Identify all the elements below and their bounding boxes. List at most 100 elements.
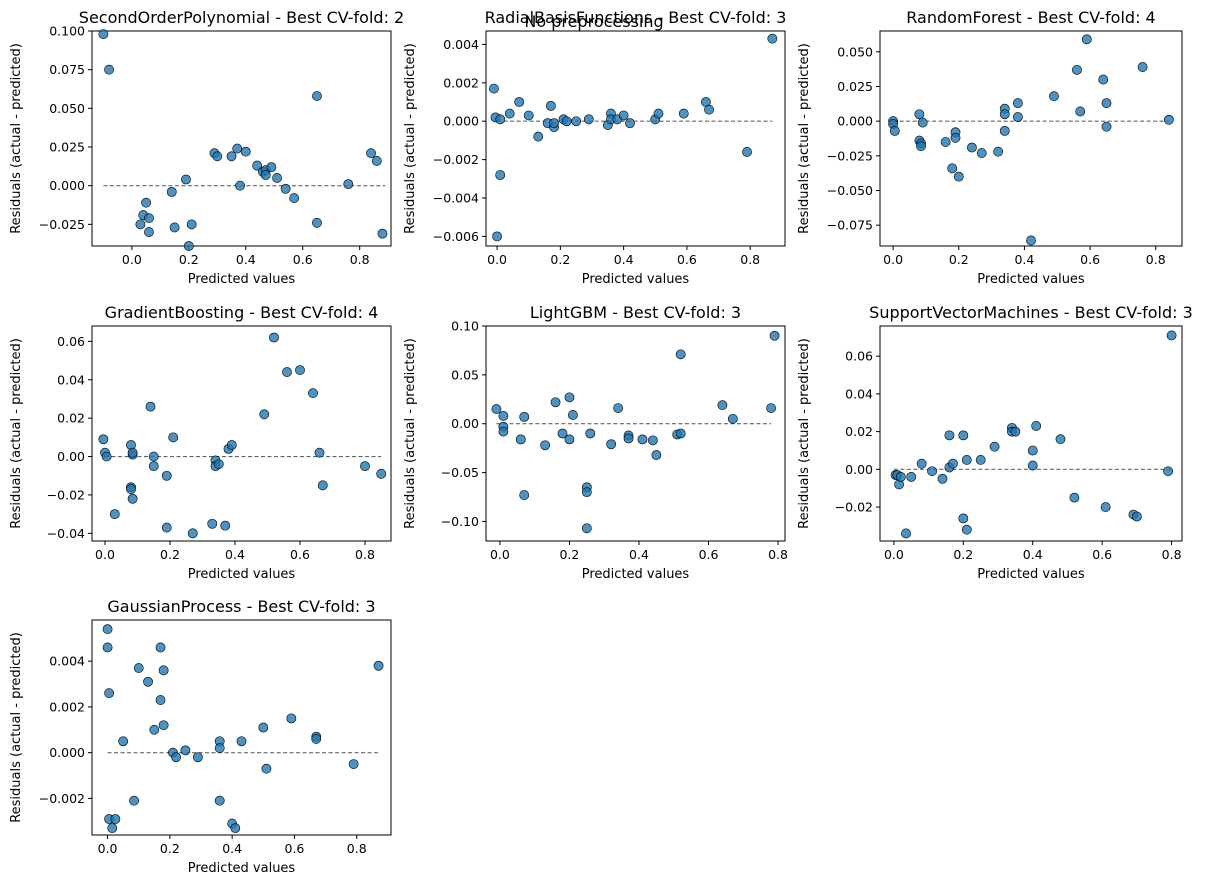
data-point bbox=[961, 524, 972, 535]
data-point bbox=[1075, 106, 1086, 117]
chart-panel-3: 0.0 0.2 0.4 0.6 0.8 −0.075 −0.050 −0.025 0.000 0.… bbox=[797, 8, 1183, 287]
data-point bbox=[373, 660, 384, 671]
data-point bbox=[144, 227, 154, 237]
data-point bbox=[519, 490, 530, 500]
y-tick-label: −0.05 bbox=[441, 465, 479, 480]
data-point bbox=[376, 468, 387, 479]
data-point bbox=[343, 179, 354, 190]
data-point bbox=[1163, 114, 1174, 125]
data-point bbox=[348, 759, 359, 769]
data-point bbox=[717, 400, 728, 411]
data-point bbox=[158, 665, 169, 676]
y-tick-label: 0.00 bbox=[845, 462, 873, 477]
data-point bbox=[166, 186, 177, 197]
x-tick-label: 0.6 bbox=[293, 252, 313, 267]
data-point bbox=[914, 109, 925, 120]
data-point bbox=[625, 118, 635, 129]
data-point bbox=[187, 528, 198, 539]
data-point bbox=[515, 434, 526, 445]
x-tick-label: 0.4 bbox=[1023, 547, 1043, 562]
data-point bbox=[149, 724, 160, 735]
x-tick-label: 0.6 bbox=[677, 252, 697, 267]
x-tick-label: 0.4 bbox=[225, 547, 245, 562]
data-point bbox=[104, 64, 114, 75]
x-tick-label: 0.6 bbox=[1092, 547, 1112, 562]
x-tick-label: 0.4 bbox=[236, 252, 256, 267]
data-point bbox=[1055, 434, 1066, 445]
axes-frame bbox=[485, 30, 786, 247]
y-axis-label: Residuals (actual - predicted) bbox=[403, 338, 418, 529]
data-point bbox=[145, 401, 156, 412]
data-point bbox=[266, 162, 277, 173]
data-point bbox=[613, 403, 624, 413]
data-point bbox=[564, 392, 575, 403]
data-point bbox=[944, 430, 955, 441]
y-tick-label: −0.10 bbox=[441, 514, 479, 529]
data-point bbox=[1010, 426, 1021, 437]
y-tick-label: 0.075 bbox=[49, 62, 85, 77]
data-point bbox=[314, 447, 325, 458]
y-tick-label: 0.002 bbox=[49, 699, 85, 714]
axes-frame bbox=[879, 325, 1183, 542]
y-tick-label: 0.10 bbox=[451, 319, 479, 334]
x-tick-label: 0.8 bbox=[740, 252, 760, 267]
chart-panel-2: 0.0 0.2 0.4 0.6 0.8 −0.006 −0.004 −0.002 0.000 0.… bbox=[403, 8, 786, 287]
y-tick-label: −0.006 bbox=[433, 229, 479, 244]
x-tick-label: 0.4 bbox=[1014, 252, 1034, 267]
data-point bbox=[161, 470, 172, 481]
chart-title: GaussianProcess - Best CV-fold: 3 bbox=[107, 597, 375, 616]
data-point bbox=[143, 676, 153, 687]
data-point bbox=[989, 441, 1000, 452]
x-tick-label: 0.8 bbox=[1162, 547, 1182, 562]
data-point bbox=[585, 428, 596, 439]
data-point bbox=[207, 518, 218, 529]
data-point bbox=[581, 523, 592, 534]
y-axis-label: Residuals (actual - predicted) bbox=[9, 632, 24, 823]
data-point bbox=[98, 29, 109, 39]
data-point bbox=[653, 108, 664, 119]
data-point bbox=[1101, 98, 1112, 109]
y-axis-label: Residuals (actual - predicted) bbox=[797, 338, 812, 529]
data-point bbox=[220, 520, 231, 531]
data-point bbox=[98, 434, 109, 445]
data-point bbox=[1069, 492, 1080, 503]
data-point bbox=[766, 403, 776, 413]
data-point bbox=[168, 432, 179, 443]
x-tick-label: 0.0 bbox=[95, 547, 115, 562]
data-point bbox=[102, 642, 113, 653]
x-axis-label: Predicted values bbox=[188, 272, 296, 287]
data-point bbox=[895, 471, 906, 482]
y-tick-label: −0.002 bbox=[433, 152, 479, 167]
data-point bbox=[961, 455, 972, 465]
x-tick-label: 0.2 bbox=[179, 252, 199, 267]
data-point bbox=[252, 160, 263, 171]
data-point bbox=[1081, 34, 1092, 45]
data-point bbox=[232, 143, 243, 154]
data-point bbox=[107, 823, 118, 834]
data-point bbox=[958, 513, 969, 524]
chart-title: SecondOrderPolynomial - Best CV-fold: 2 bbox=[79, 8, 404, 27]
data-point bbox=[675, 428, 686, 439]
data-point bbox=[519, 411, 530, 422]
data-point bbox=[940, 137, 951, 147]
y-tick-label: −0.004 bbox=[433, 191, 479, 206]
y-tick-label: −0.025 bbox=[39, 217, 85, 232]
y-tick-label: 0.00 bbox=[57, 449, 85, 464]
data-point bbox=[272, 173, 282, 183]
data-point bbox=[1072, 64, 1082, 75]
y-tick-label: 0.04 bbox=[57, 372, 85, 387]
x-tick-label: 0.0 bbox=[884, 547, 904, 562]
data-point bbox=[545, 100, 556, 111]
data-point bbox=[937, 473, 948, 484]
data-point bbox=[523, 110, 534, 121]
data-point bbox=[1027, 460, 1038, 471]
x-tick-label: 0.8 bbox=[355, 547, 375, 562]
data-point bbox=[950, 132, 961, 143]
axes-frame bbox=[91, 325, 392, 542]
y-tick-label: 0.02 bbox=[845, 424, 873, 439]
data-point bbox=[498, 426, 509, 437]
data-point bbox=[1049, 91, 1059, 102]
data-point bbox=[312, 91, 322, 101]
data-point bbox=[901, 528, 911, 539]
